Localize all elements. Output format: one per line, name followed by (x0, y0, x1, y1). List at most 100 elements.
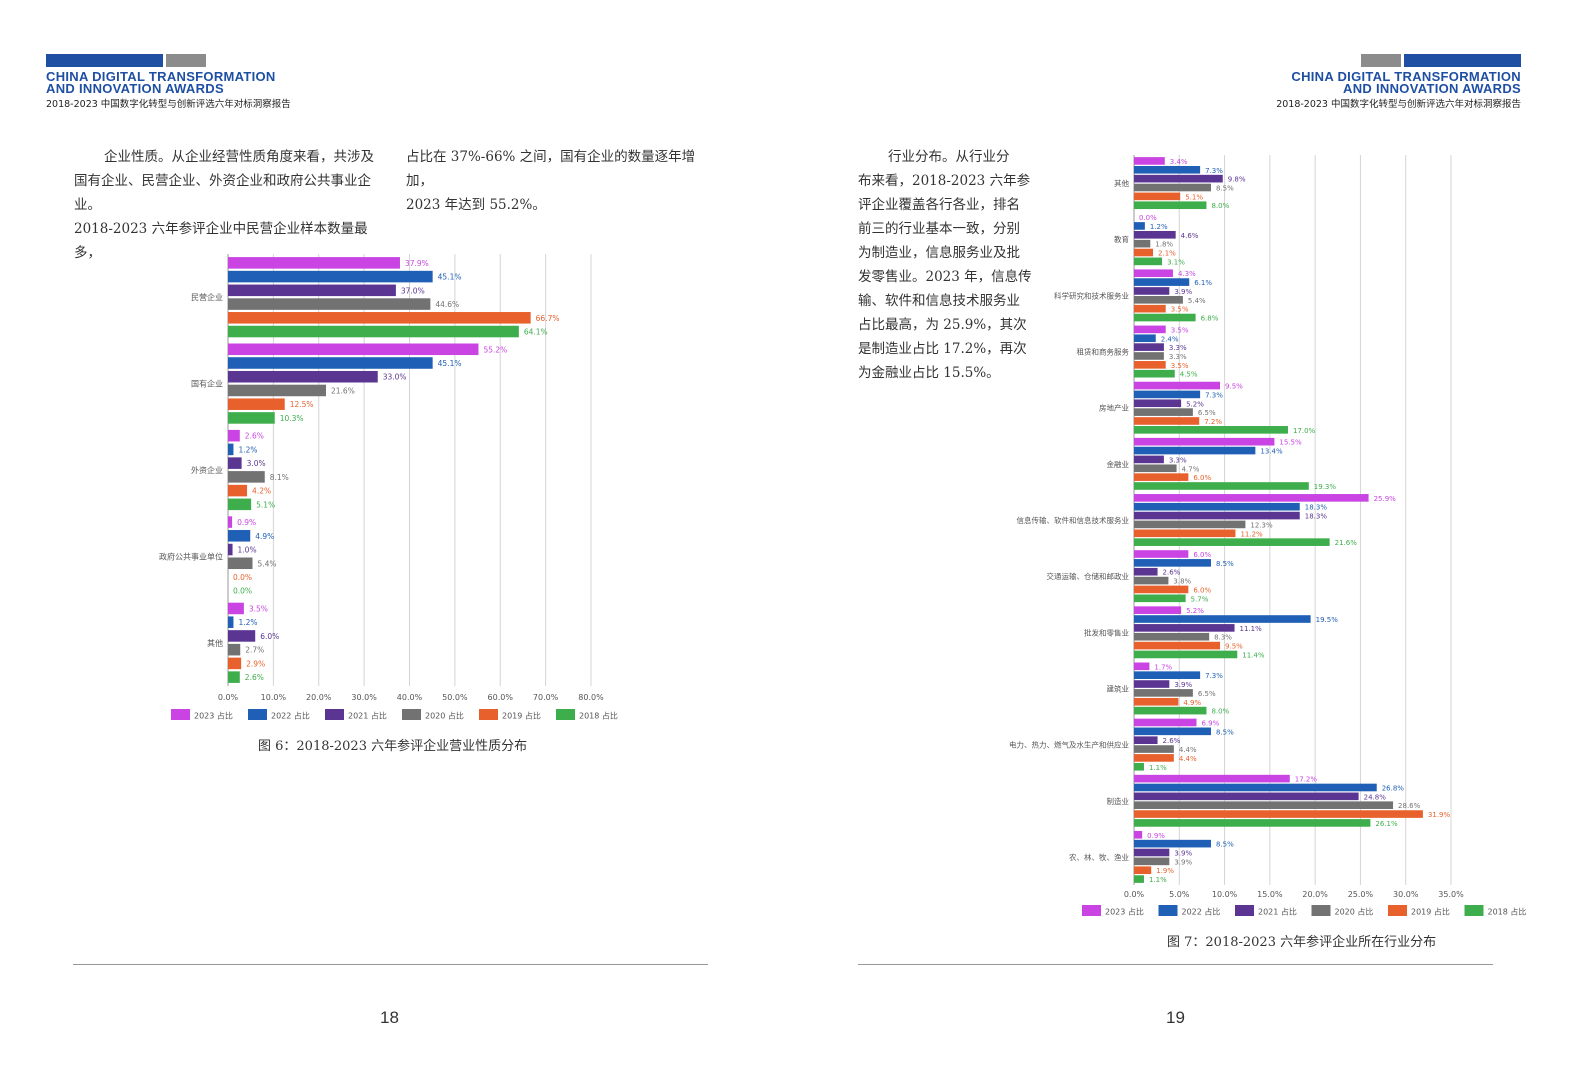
data-label: 19.5% (1316, 616, 1339, 624)
data-label: 18.3% (1305, 513, 1328, 521)
data-label: 8.5% (1216, 185, 1234, 193)
bar (1134, 754, 1174, 762)
bar (1134, 875, 1144, 883)
bar (1134, 511, 1300, 520)
footer-rule-left (73, 964, 708, 965)
bar (1134, 689, 1193, 697)
category-label: 外资企业 (191, 465, 223, 475)
data-label: 12.5% (290, 400, 314, 409)
data-label: 1.7% (1154, 663, 1172, 671)
data-label: 1.9% (1156, 867, 1174, 875)
legend-swatch (1158, 905, 1178, 916)
data-label: 7.3% (1205, 391, 1223, 399)
bar (1134, 801, 1394, 810)
data-label: 13.4% (1260, 448, 1283, 456)
header-bar-blue-left (46, 54, 163, 67)
data-label: 25.9% (1374, 495, 1397, 503)
data-label: 4.4% (1179, 755, 1197, 763)
bar (1134, 343, 1164, 351)
data-label: 6.1% (1194, 279, 1212, 287)
bar (1134, 559, 1211, 567)
bar (1134, 762, 1144, 771)
data-label: 6.9% (1201, 719, 1219, 727)
data-label: 8.5% (1216, 560, 1234, 568)
bar (1134, 736, 1158, 744)
bar (228, 325, 519, 338)
x-tick-label: 50.0% (442, 693, 468, 702)
bar (1134, 848, 1170, 857)
data-label: 8.0% (1211, 708, 1229, 716)
data-label: 11.4% (1242, 651, 1265, 659)
bar (1134, 287, 1170, 295)
legend-label: 2021 占比 (348, 711, 387, 721)
x-tick-label: 20.0% (306, 693, 332, 702)
data-label: 5.4% (258, 559, 277, 568)
bar (1134, 650, 1238, 659)
bar (1134, 446, 1256, 455)
brand-title-line2: AND INNOVATION AWARDS (46, 81, 224, 96)
legend-label: 2023 占比 (1105, 907, 1144, 917)
data-label: 1.1% (1149, 876, 1167, 884)
data-label: 8.5% (1216, 728, 1234, 736)
bar (1134, 641, 1221, 650)
bar (1134, 502, 1300, 511)
data-label: 1.2% (238, 618, 257, 627)
bar (1134, 334, 1156, 343)
data-label: 7.3% (1205, 672, 1223, 680)
data-label: 2.4% (1161, 335, 1179, 343)
category-label: 科学研究和技术服务业 (1054, 290, 1129, 300)
bar (1134, 624, 1235, 632)
bar (228, 543, 233, 556)
bar (228, 643, 241, 656)
x-tick-label: 0.0% (218, 693, 239, 702)
data-label: 17.2% (1295, 776, 1318, 784)
bar (1134, 183, 1211, 192)
bar (1134, 304, 1166, 313)
bar (228, 284, 396, 297)
bar (228, 498, 252, 511)
bar (1134, 697, 1179, 706)
data-label: 4.9% (255, 532, 274, 541)
data-label: 17.0% (1293, 427, 1316, 435)
data-label: 6.0% (1193, 586, 1211, 594)
data-label: 10.3% (280, 414, 304, 423)
data-label: 6.0% (1193, 474, 1211, 482)
data-label: 1.0% (238, 546, 257, 555)
bar (228, 357, 433, 369)
legend-label: 2023 占比 (194, 711, 233, 721)
bar (1134, 361, 1166, 369)
text-line: 为金融业占比 15.5%。 (858, 365, 1000, 381)
bar (1134, 417, 1200, 425)
bar (1134, 494, 1369, 502)
brand-subtitle-left: 2018-2023 中国数字化转型与创新评选六年对标洞察报告 (46, 99, 291, 110)
bar (1134, 157, 1165, 165)
data-label: 33.0% (383, 373, 407, 382)
text-line: 前三的行业基本一致，分别 (858, 221, 1020, 237)
category-label: 建筑业 (1107, 683, 1130, 693)
data-label: 5.1% (256, 500, 275, 509)
bar (1134, 381, 1221, 390)
x-tick-label: 15.0% (1257, 890, 1283, 899)
data-label: 6.5% (1198, 690, 1216, 698)
bar (1134, 426, 1288, 434)
text-line: 占比在 37%-66% 之间，国有企业的数量逐年增加， (406, 149, 696, 189)
bar (1134, 830, 1143, 839)
bar (1134, 437, 1275, 446)
bar (1134, 706, 1207, 715)
legend-label: 2021 占比 (1258, 907, 1297, 917)
data-label: 3.0% (247, 459, 266, 468)
text-line: 行业分布。从行业分 (888, 149, 1010, 165)
bar (1134, 239, 1151, 248)
bar (228, 370, 378, 383)
data-label: 3.4% (1170, 158, 1188, 166)
legend-swatch (402, 709, 421, 720)
data-label: 0.0% (1139, 214, 1157, 222)
data-label: 18.3% (1305, 504, 1328, 512)
figure-caption-6: 图 6：2018-2023 六年参评企业营业性质分布 (258, 739, 528, 754)
x-tick-label: 20.0% (1302, 890, 1328, 899)
bar (1134, 278, 1190, 286)
legend-label: 2019 占比 (1411, 907, 1450, 917)
data-label: 3.1% (1167, 258, 1185, 266)
data-label: 3.9% (1174, 681, 1192, 689)
data-label: 4.9% (1183, 699, 1201, 707)
